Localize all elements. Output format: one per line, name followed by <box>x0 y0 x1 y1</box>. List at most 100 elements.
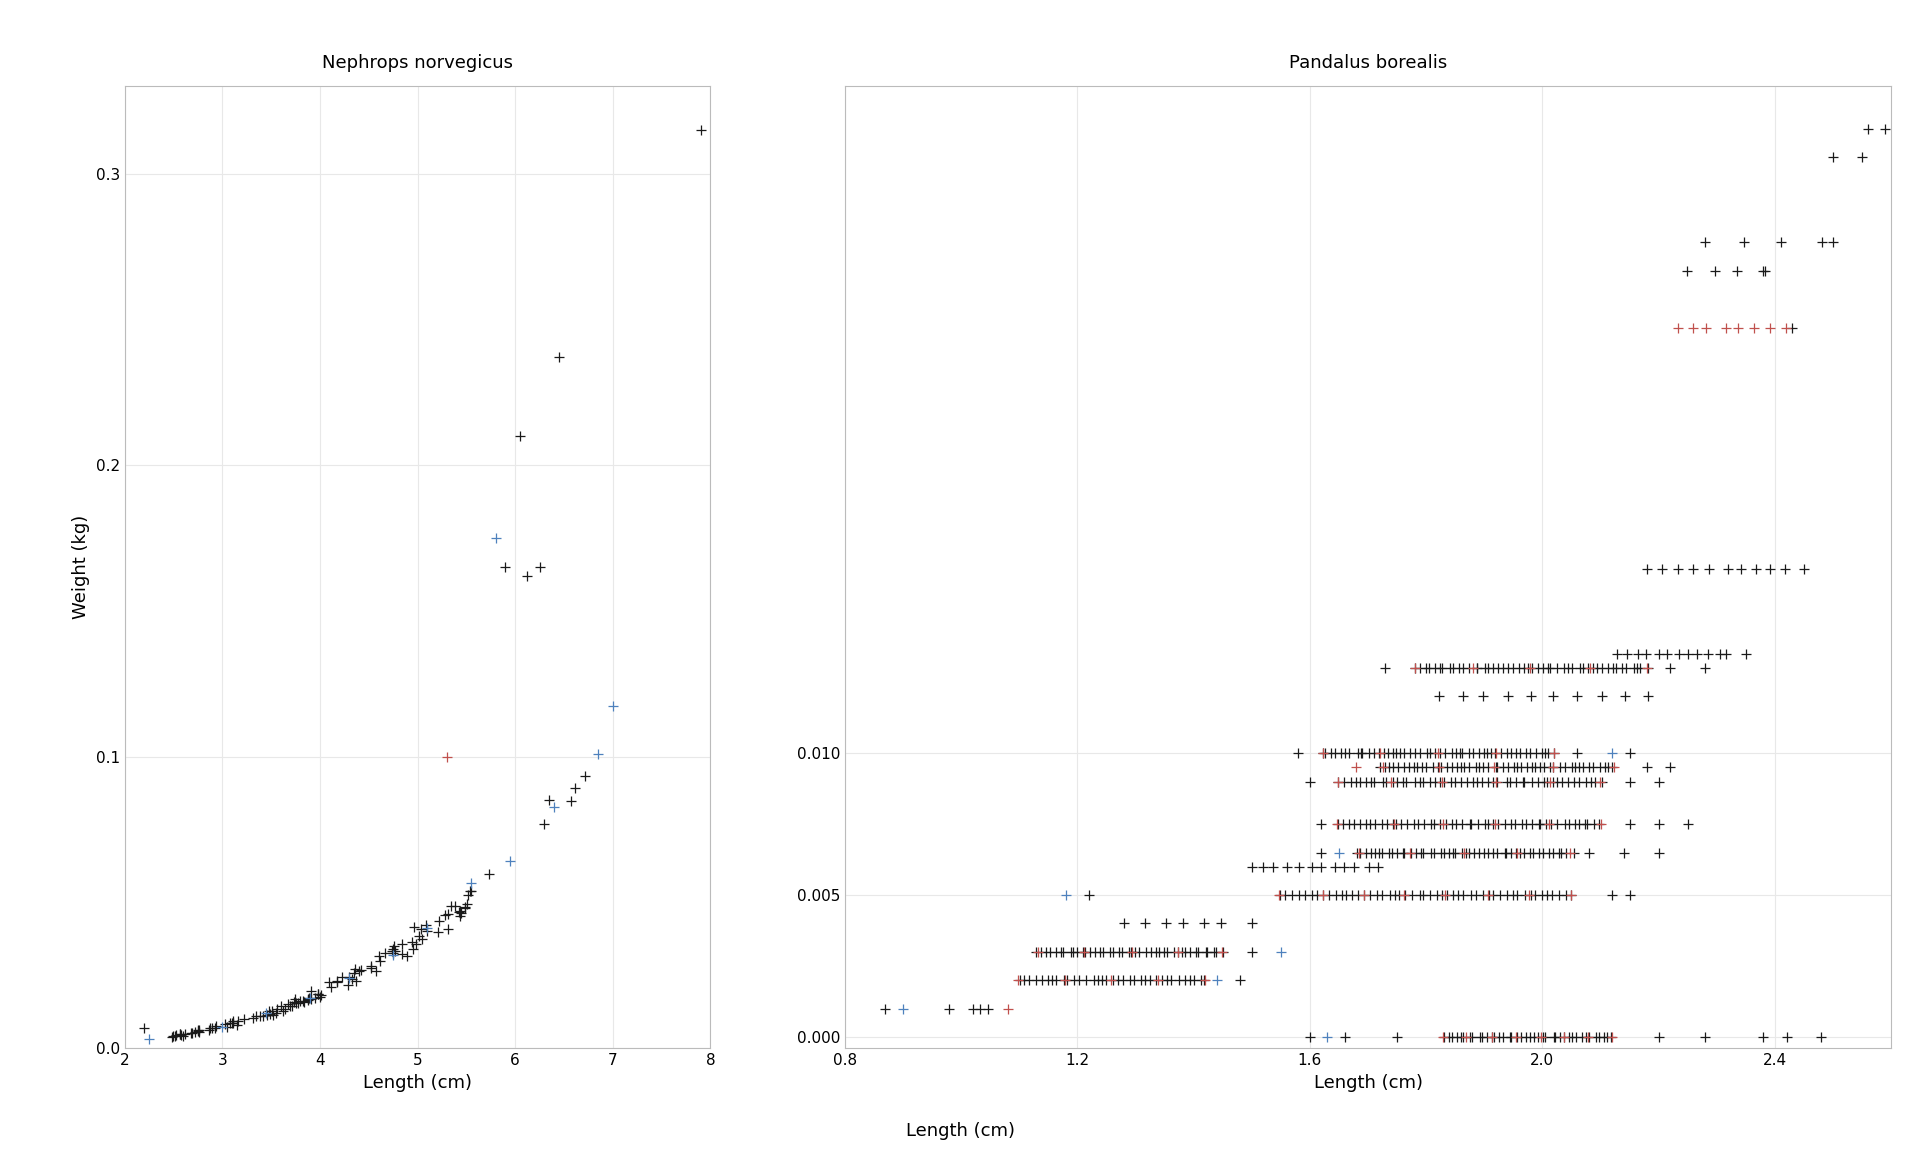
Point <box>1334 744 1365 763</box>
Point <box>1313 886 1344 904</box>
Point <box>1480 772 1511 790</box>
Point <box>1104 942 1135 961</box>
Point <box>1569 814 1599 833</box>
Point <box>1565 814 1596 833</box>
Point <box>1544 1028 1574 1046</box>
Point <box>964 1000 995 1018</box>
Point <box>1517 659 1548 677</box>
Point <box>1492 758 1523 776</box>
Point <box>1348 886 1379 904</box>
Point <box>1778 318 1809 336</box>
Point <box>1488 659 1519 677</box>
Point <box>1553 659 1584 677</box>
Point <box>1131 942 1162 961</box>
Point <box>1388 758 1419 776</box>
Point <box>1692 318 1722 336</box>
Point <box>1538 886 1569 904</box>
Point <box>1388 744 1419 763</box>
Point <box>1555 886 1586 904</box>
Point <box>451 895 482 914</box>
Point <box>238 1008 269 1026</box>
Point <box>1117 971 1148 990</box>
Point <box>1740 560 1770 578</box>
Point <box>1405 744 1436 763</box>
Point <box>1438 659 1469 677</box>
Point <box>1283 857 1313 876</box>
Point <box>432 919 463 938</box>
Point <box>455 882 486 901</box>
Point <box>1507 814 1538 833</box>
Point <box>1505 1028 1536 1046</box>
Point <box>444 903 474 922</box>
Point <box>1181 942 1212 961</box>
Point <box>397 933 428 952</box>
Point <box>1031 942 1062 961</box>
Point <box>1415 744 1446 763</box>
Point <box>1402 843 1432 862</box>
Point <box>1169 942 1200 961</box>
Point <box>1461 659 1492 677</box>
Point <box>1379 814 1409 833</box>
Point <box>1369 744 1400 763</box>
Point <box>1469 843 1500 862</box>
Point <box>1557 1028 1588 1046</box>
Point <box>1346 744 1377 763</box>
Point <box>257 1001 288 1020</box>
Point <box>1156 971 1187 990</box>
Point <box>165 1025 196 1044</box>
Point <box>1359 814 1390 833</box>
Point <box>1158 942 1188 961</box>
Point <box>1584 758 1615 776</box>
Point <box>1075 942 1106 961</box>
Point <box>1446 814 1476 833</box>
Point <box>1557 659 1588 677</box>
Point <box>1747 1028 1778 1046</box>
Point <box>1188 915 1219 933</box>
Point <box>1501 1028 1532 1046</box>
Point <box>1538 744 1569 763</box>
Point <box>1021 942 1052 961</box>
Point <box>340 963 371 982</box>
Point <box>1663 318 1693 336</box>
Point <box>1405 886 1436 904</box>
Point <box>1236 942 1267 961</box>
Point <box>1599 758 1630 776</box>
Point <box>543 348 574 366</box>
Point <box>1169 971 1200 990</box>
Point <box>1438 886 1469 904</box>
Point <box>240 1007 271 1025</box>
Point <box>1438 843 1469 862</box>
Point <box>1386 814 1417 833</box>
Point <box>1142 971 1173 990</box>
Point <box>1807 1028 1837 1046</box>
Point <box>445 902 476 920</box>
Point <box>1411 744 1442 763</box>
Point <box>1367 843 1398 862</box>
Point <box>194 1018 225 1037</box>
Point <box>1114 942 1144 961</box>
Point <box>1377 772 1407 790</box>
Point <box>177 1024 207 1043</box>
Point <box>1002 971 1033 990</box>
Point <box>495 852 526 871</box>
Point <box>1356 886 1386 904</box>
Point <box>1523 1028 1553 1046</box>
Point <box>1548 772 1578 790</box>
Point <box>1538 843 1569 862</box>
Point <box>1119 942 1150 961</box>
Point <box>432 904 463 923</box>
Point <box>597 697 628 715</box>
Point <box>1457 772 1488 790</box>
Point <box>1152 942 1183 961</box>
Point <box>1098 942 1129 961</box>
Point <box>282 994 313 1013</box>
Point <box>1578 814 1609 833</box>
Point <box>445 907 476 925</box>
Point <box>1532 886 1563 904</box>
Point <box>1476 886 1507 904</box>
Point <box>534 790 564 809</box>
Point <box>1473 886 1503 904</box>
Point <box>1167 942 1198 961</box>
Point <box>228 1009 259 1028</box>
Point <box>1461 659 1492 677</box>
